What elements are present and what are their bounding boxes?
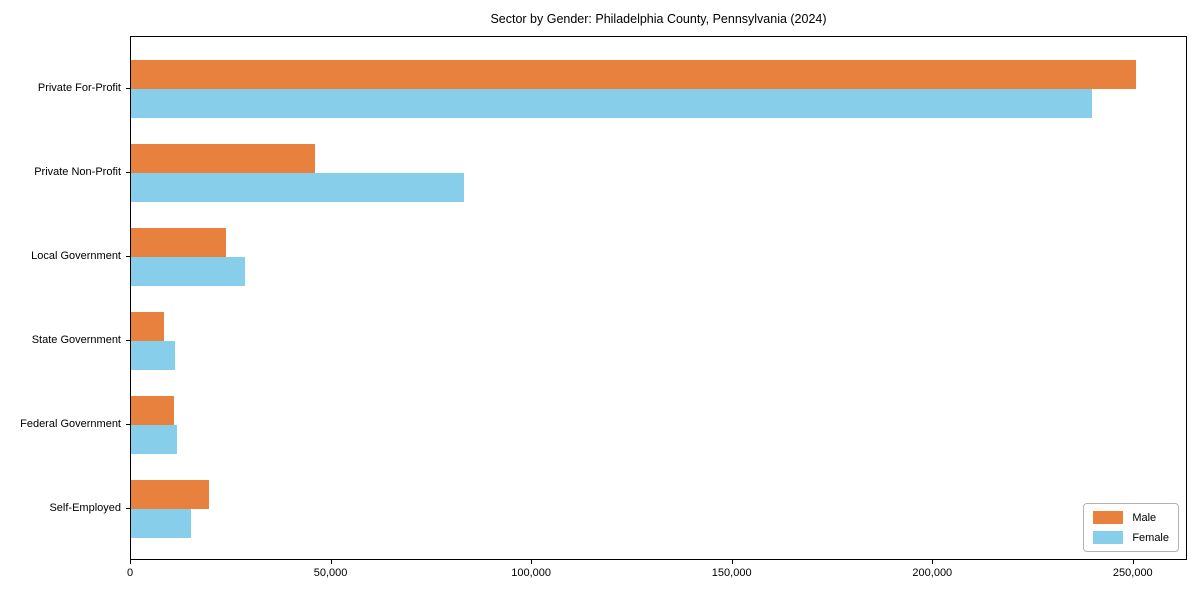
legend-label-male: Male bbox=[1132, 511, 1157, 524]
bar-female-0 bbox=[131, 89, 1092, 118]
x-axis-tick-mark bbox=[330, 560, 332, 564]
legend-entry-male: Male bbox=[1093, 511, 1169, 524]
x-axis-tick-label: 200,000 bbox=[912, 567, 953, 579]
y-axis-tick-label: Federal Government bbox=[20, 418, 121, 430]
x-axis-tick-label: 0 bbox=[126, 567, 134, 579]
bar-female-5 bbox=[131, 509, 192, 538]
legend-swatch-male bbox=[1093, 511, 1124, 524]
bar-female-2 bbox=[131, 257, 245, 286]
x-axis-tick-label: 250,000 bbox=[1112, 567, 1153, 579]
y-axis-tick-mark bbox=[126, 172, 130, 173]
y-axis-tick-label: Private For-Profit bbox=[37, 82, 121, 94]
y-axis-tick-mark bbox=[126, 340, 130, 341]
bar-male-0 bbox=[131, 60, 1136, 89]
y-axis-tick-label: Local Government bbox=[31, 250, 121, 262]
x-axis-tick-mark bbox=[1132, 560, 1134, 564]
x-axis-tick-mark bbox=[130, 560, 131, 564]
bar-male-2 bbox=[131, 228, 227, 257]
y-axis-tick-mark bbox=[126, 256, 130, 257]
bar-female-4 bbox=[131, 425, 178, 454]
bar-male-3 bbox=[131, 312, 164, 341]
bar-male-1 bbox=[131, 144, 316, 173]
y-axis-tick-label: Self-Employed bbox=[49, 502, 121, 514]
y-axis-tick-label: State Government bbox=[31, 334, 121, 346]
bar-male-5 bbox=[131, 480, 209, 509]
x-axis-tick-mark bbox=[731, 560, 733, 564]
y-axis-tick-mark bbox=[126, 424, 130, 425]
legend: Male Female bbox=[1083, 503, 1179, 552]
y-axis-tick-mark bbox=[126, 508, 130, 509]
x-axis-tick-label: 150,000 bbox=[711, 567, 752, 579]
legend-swatch-female bbox=[1093, 531, 1124, 544]
x-axis-tick-label: 100,000 bbox=[511, 567, 551, 579]
legend-entry-female: Female bbox=[1093, 531, 1169, 544]
bar-female-3 bbox=[131, 341, 175, 370]
bar-female-1 bbox=[131, 173, 464, 202]
x-axis-tick-mark bbox=[531, 560, 533, 564]
chart-title: Sector by Gender: Philadelphia County, P… bbox=[490, 12, 827, 26]
plot-area: Male Female bbox=[130, 36, 1187, 560]
y-axis-tick-label: Private Non-Profit bbox=[34, 166, 121, 178]
x-axis-tick-label: 50,000 bbox=[313, 567, 348, 579]
legend-label-female: Female bbox=[1132, 531, 1169, 544]
x-axis-tick-mark bbox=[932, 560, 934, 564]
y-axis-tick-mark bbox=[126, 88, 130, 89]
bar-male-4 bbox=[131, 396, 174, 425]
